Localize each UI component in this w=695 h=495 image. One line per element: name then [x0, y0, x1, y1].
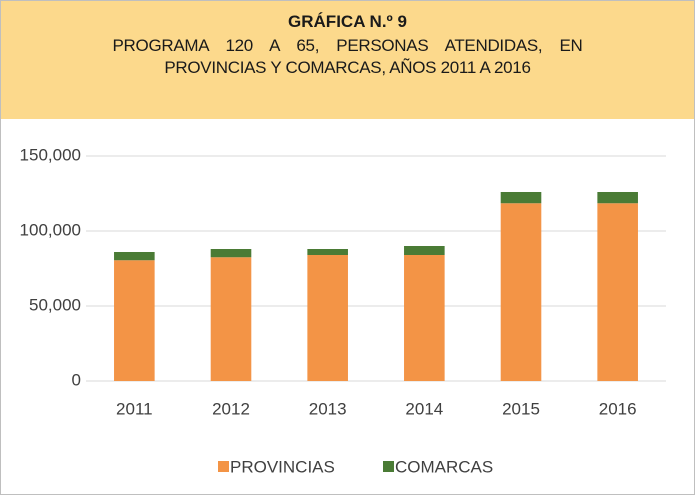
- bar-segment: [597, 192, 638, 204]
- x-tick-label: 2011: [116, 399, 153, 418]
- y-tick-label: 50,000: [29, 295, 81, 314]
- x-tick-label: 2014: [405, 399, 443, 418]
- legend-label: PROVINCIAS: [230, 457, 335, 476]
- y-tick-label: 100,000: [20, 220, 81, 239]
- bar-segment: [114, 252, 155, 261]
- x-tick-label: 2015: [502, 399, 540, 418]
- bar-segment: [404, 255, 445, 381]
- y-tick-label: 0: [72, 370, 81, 389]
- legend-swatch: [218, 461, 229, 472]
- bar-segment: [404, 246, 445, 255]
- x-tick-label: 2013: [309, 399, 347, 418]
- chart-title: GRÁFICA N.º 9: [288, 12, 407, 31]
- bar-segment: [307, 249, 348, 255]
- x-tick-label: 2016: [599, 399, 637, 418]
- bar-segment: [500, 203, 542, 381]
- bar-segment: [114, 260, 155, 381]
- legend-swatch: [383, 461, 394, 472]
- y-tick-label: 150,000: [20, 145, 81, 164]
- bar-segment: [210, 249, 252, 258]
- bar-segment: [307, 255, 348, 381]
- chart-subtitle: PROGRAMA 120 A 65, PERSONAS ATENDIDAS, E…: [112, 36, 583, 77]
- bar-segment: [500, 192, 542, 204]
- header: GRÁFICA N.º 9 PROGRAMA 120 A 65, PERSONA…: [1, 1, 694, 119]
- bar-segment: [210, 257, 252, 381]
- bar-segment: [597, 203, 638, 381]
- legend-label: COMARCAS: [395, 457, 493, 476]
- x-tick-label: 2012: [212, 399, 250, 418]
